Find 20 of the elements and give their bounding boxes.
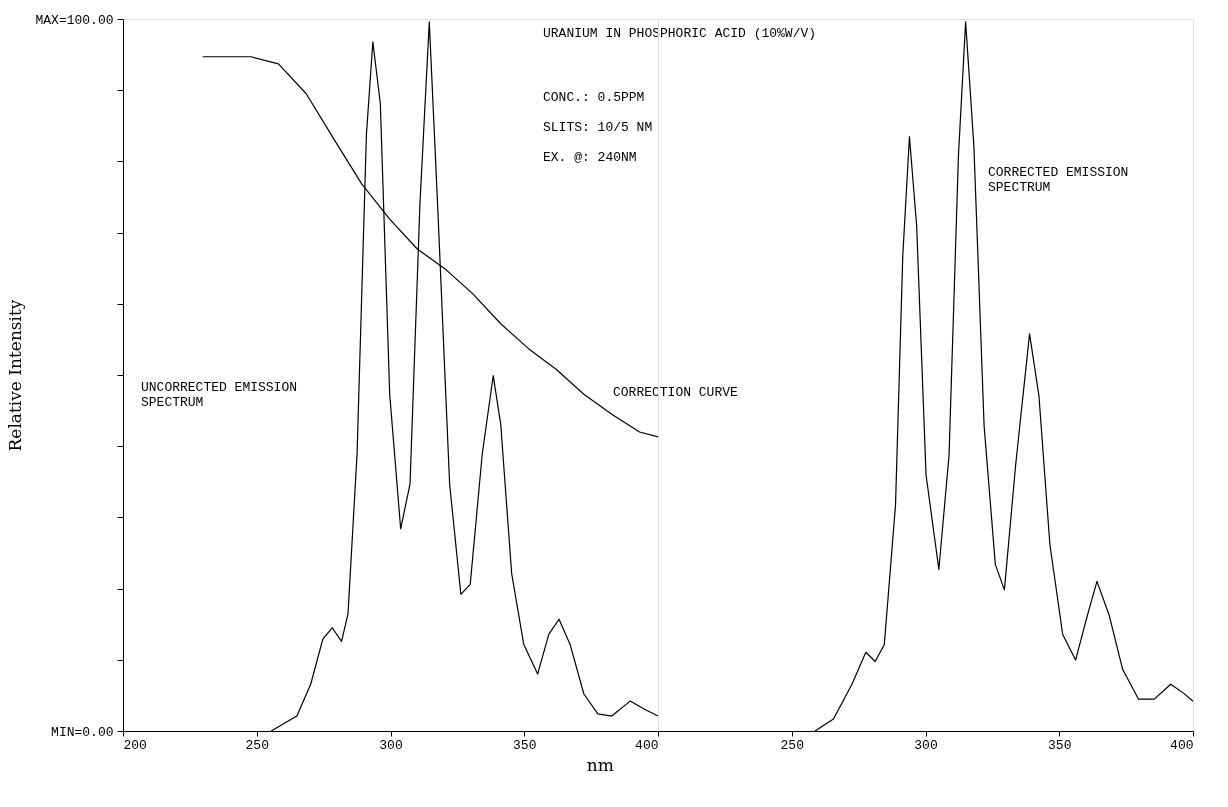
annotation: CORRECTION CURVE bbox=[613, 385, 739, 400]
x-tick-label: 250 bbox=[245, 737, 269, 753]
y-tick-label: MAX=100.00 bbox=[35, 12, 114, 28]
x-tick-label: 250 bbox=[780, 737, 804, 753]
x-tick-label: 350 bbox=[1048, 737, 1072, 753]
x-tick-label: 300 bbox=[379, 737, 403, 753]
x-tick-label: 400 bbox=[1170, 737, 1194, 753]
x-tick-label: 200 bbox=[123, 737, 147, 753]
y-tick-label: MIN=0.00 bbox=[51, 724, 114, 740]
annotation: EX. @: 240NM bbox=[543, 150, 637, 165]
annotation: CORRECTED EMISSION SPECTRUM bbox=[988, 165, 1129, 195]
annotation: CONC.: 0.5PPM bbox=[543, 90, 645, 105]
x-tick-label: 350 bbox=[513, 737, 537, 753]
text: URANIUM IN PHOSPHORIC ACID (10%W/V) bbox=[543, 26, 817, 41]
x-axis-title: nm bbox=[586, 754, 614, 775]
annotation: UNCORRECTED EMISSION SPECTRUM bbox=[141, 380, 298, 410]
y-axis-title: Relative Intensity bbox=[5, 299, 26, 452]
x-tick-label: 400 bbox=[635, 737, 659, 753]
x-tick-label: 300 bbox=[914, 737, 938, 753]
annotation: SLITS: 10/5 NM bbox=[543, 120, 653, 135]
